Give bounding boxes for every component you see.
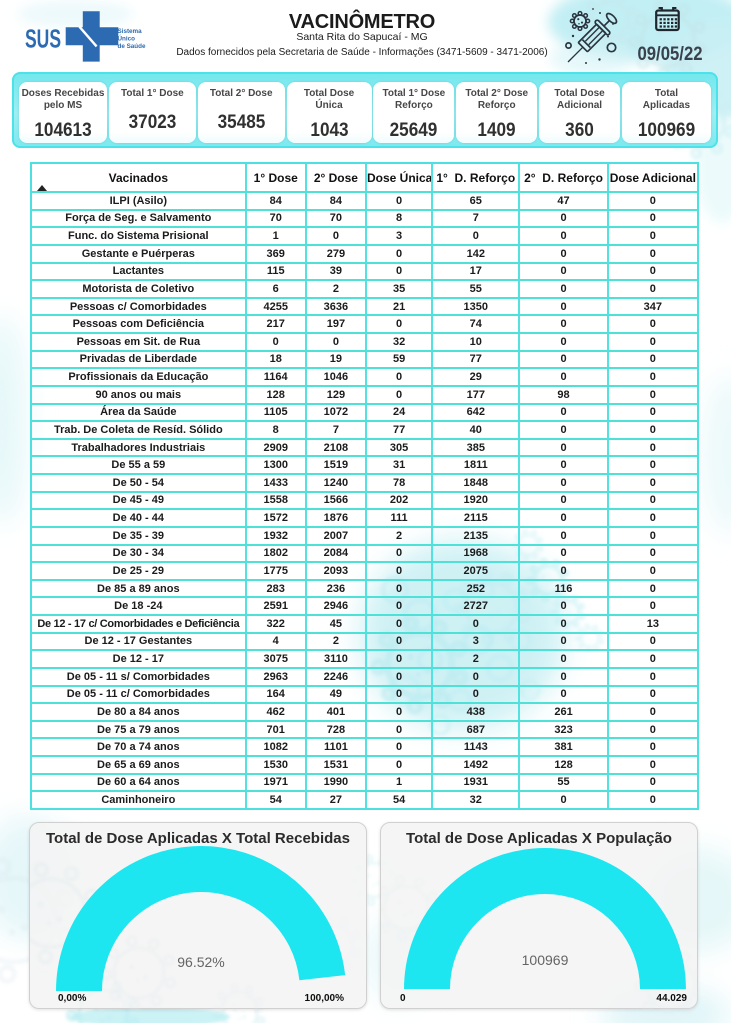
svg-text:de Saúde: de Saúde bbox=[118, 43, 146, 50]
svg-text:SUS: SUS bbox=[25, 24, 61, 54]
svg-text:Sistema: Sistema bbox=[118, 28, 143, 35]
svg-text:Único: Único bbox=[118, 34, 136, 43]
